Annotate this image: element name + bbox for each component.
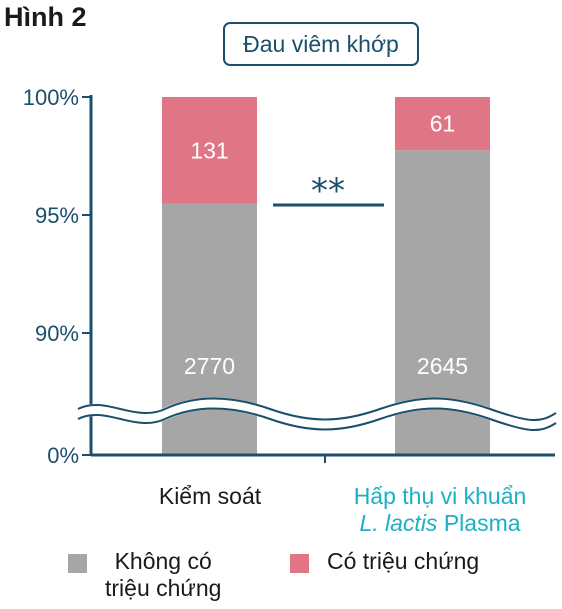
x-category-label-2: Hấp thụ vi khuẩn L. lactis Plasma xyxy=(300,483,562,537)
species-name-italic: L. lactis xyxy=(359,510,438,536)
x-category-label-1-line-1: Kiểm soát xyxy=(158,483,262,509)
figure-label: Hình 2 xyxy=(4,2,87,32)
bar-symptoms-2 xyxy=(395,97,490,151)
y-tick-label-3: 95% xyxy=(35,203,79,228)
species-name-rest: Plasma xyxy=(437,510,521,536)
legend-label-no-symptoms: Không có triệu chứng xyxy=(105,548,221,602)
x-category-label-1: Kiểm soát xyxy=(110,483,310,510)
axis-break-gap xyxy=(75,397,560,432)
legend-item-no-symptoms: Không có triệu chứng xyxy=(68,548,221,602)
y-tick-label-1: 0% xyxy=(47,443,79,468)
legend-swatch-gray xyxy=(68,554,87,573)
legend-label-line-1: Có triệu chứng xyxy=(327,548,480,574)
legend-item-symptoms: Có triệu chứng xyxy=(290,548,479,575)
bar-label-no-symptoms-1: 2770 xyxy=(184,353,235,379)
significance-marker: ** xyxy=(311,171,345,211)
axis-break-line-lower xyxy=(77,407,557,432)
axis-break-line-upper xyxy=(77,397,557,422)
legend-label-line-2: triệu chứng xyxy=(105,575,222,601)
bar-label-no-symptoms-2: 2645 xyxy=(417,353,468,379)
y-tick-label-4: 100% xyxy=(23,85,79,110)
x-category-label-2-line-2: L. lactis Plasma xyxy=(300,510,562,537)
bar-label-symptoms-2: 61 xyxy=(430,111,456,137)
legend-swatch-pink xyxy=(290,554,309,573)
legend-label-symptoms: Có triệu chứng xyxy=(327,548,479,575)
legend-label-line-1: Không có xyxy=(114,548,212,574)
chart-title: Đau viêm khớp xyxy=(223,22,419,66)
bar-no-symptoms-1 xyxy=(162,203,257,455)
x-category-label-2-line-1: Hấp thụ vi khuẩn xyxy=(353,483,527,509)
bar-label-symptoms-1: 131 xyxy=(190,137,228,163)
y-tick-label-2: 90% xyxy=(35,321,79,346)
bar-symptoms-1 xyxy=(162,97,257,204)
